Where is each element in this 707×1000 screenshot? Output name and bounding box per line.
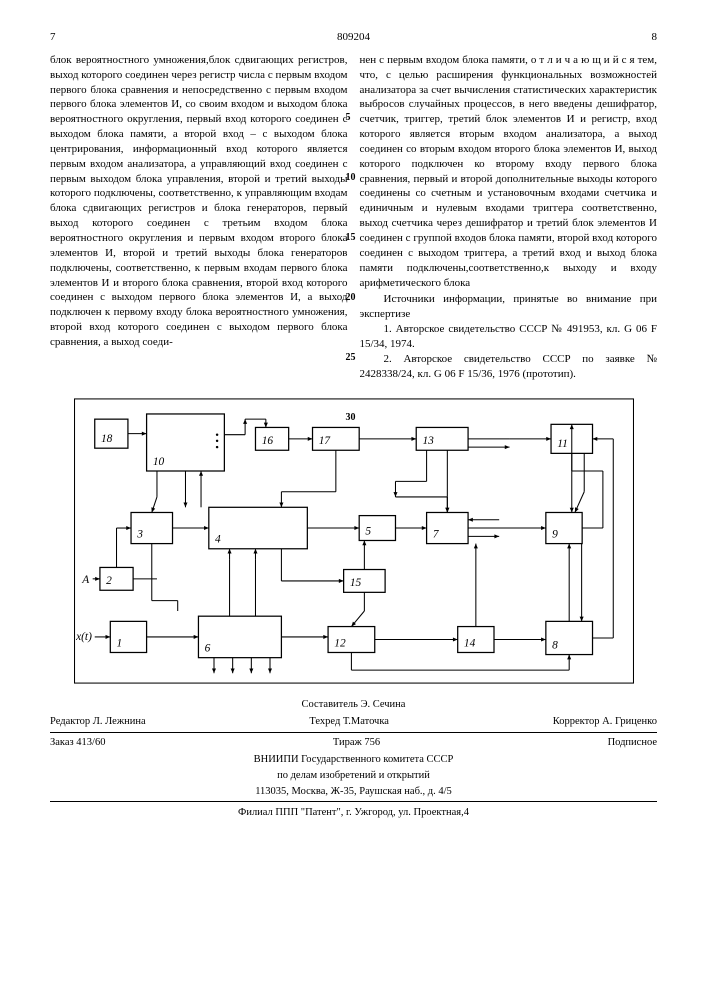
svg-text:2: 2 bbox=[106, 575, 112, 587]
compiler: Составитель Э. Сечина bbox=[50, 698, 657, 712]
org-address: 113035, Москва, Ж-35, Раушская наб., д. … bbox=[50, 785, 657, 799]
order-number: Заказ 413/60 bbox=[50, 736, 105, 750]
page-number-left: 7 bbox=[50, 30, 337, 45]
right-column-main: нен с первым входом блока памяти, о т л … bbox=[360, 53, 658, 291]
svg-text:1: 1 bbox=[116, 638, 122, 650]
page-number-right: 8 bbox=[370, 30, 657, 45]
svg-text:8: 8 bbox=[552, 640, 558, 652]
svg-text:3: 3 bbox=[136, 529, 143, 541]
left-column-text: блок вероятностного умножения,блок сдвиг… bbox=[50, 53, 348, 350]
svg-text:14: 14 bbox=[463, 638, 475, 650]
org-line2: по делам изобретений и открытий bbox=[50, 769, 657, 783]
svg-text:12: 12 bbox=[334, 638, 346, 650]
svg-text:6: 6 bbox=[204, 643, 210, 655]
svg-text:5: 5 bbox=[365, 526, 371, 538]
svg-text:A: A bbox=[81, 574, 89, 586]
block-diagram: 181016171311345792151612148Ax(t) bbox=[74, 396, 634, 686]
svg-text:16: 16 bbox=[261, 435, 273, 447]
editor: Редактор Л. Лежнина bbox=[50, 715, 146, 729]
svg-text:11: 11 bbox=[557, 439, 568, 451]
document-number: 809204 bbox=[337, 30, 370, 45]
svg-text:10: 10 bbox=[152, 456, 164, 468]
source-1: 1. Авторское свидетельство СССР № 491953… bbox=[360, 322, 658, 352]
corrector: Корректор А. Гриценко bbox=[553, 715, 657, 729]
svg-text:4: 4 bbox=[215, 534, 221, 546]
svg-text:17: 17 bbox=[318, 435, 331, 447]
sources-title: Источники информации, принятые во вниман… bbox=[360, 292, 658, 322]
tech: Техред Т.Маточка bbox=[309, 715, 389, 729]
tirage: Тираж 756 bbox=[333, 736, 380, 750]
svg-text:15: 15 bbox=[349, 578, 361, 590]
subscription: Подписное bbox=[608, 736, 657, 750]
svg-text:18: 18 bbox=[100, 433, 112, 445]
svg-text:x(t): x(t) bbox=[75, 631, 92, 643]
org-line1: ВНИИПИ Государственного комитета СССР bbox=[50, 753, 657, 767]
footer: Составитель Э. Сечина Редактор Л. Лежнин… bbox=[50, 698, 657, 820]
branch: Филиал ППП "Патент", г. Ужгород, ул. Про… bbox=[50, 801, 657, 820]
svg-text:9: 9 bbox=[552, 529, 558, 541]
source-2: 2. Авторское свидетельство СССР по заявк… bbox=[360, 352, 658, 382]
svg-text:7: 7 bbox=[432, 529, 439, 541]
svg-text:13: 13 bbox=[422, 435, 434, 447]
